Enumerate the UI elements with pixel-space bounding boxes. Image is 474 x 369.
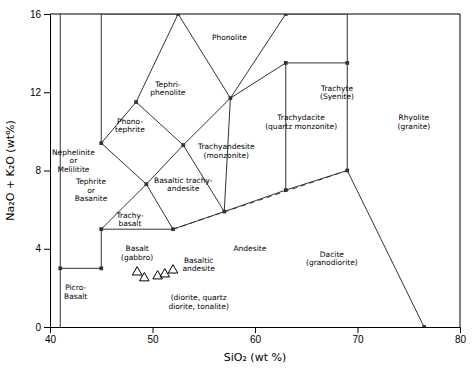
- tick: 50: [147, 327, 159, 345]
- tick: 70: [352, 327, 364, 345]
- node: [284, 61, 288, 65]
- tick: 16: [30, 9, 50, 20]
- data-point: [168, 265, 178, 273]
- node: [144, 182, 148, 186]
- node: [222, 210, 226, 214]
- tick: 12: [30, 87, 50, 98]
- boundary: [101, 14, 178, 15]
- tick-label: 70: [352, 334, 364, 345]
- annotation: Trachyandesite(monzonite): [197, 142, 255, 160]
- boundary: [60, 268, 61, 327]
- tick: 60: [250, 327, 262, 345]
- data-point: [139, 273, 149, 281]
- chart: 40 50 60 70 80 0 4 8 12 16 Phonolite Tephri-phenoli…: [0, 0, 474, 369]
- node: [58, 266, 62, 270]
- node: [345, 169, 349, 173]
- marks: [58, 14, 426, 327]
- annotation: Rhyolite(granite): [398, 113, 431, 131]
- annotation: Phonolite: [212, 33, 247, 42]
- node: [422, 325, 426, 327]
- tick-label: 60: [250, 334, 262, 345]
- tick: 8: [35, 165, 50, 176]
- annotation: Picro-Basalt: [64, 283, 87, 301]
- tick-mark: [460, 327, 461, 333]
- boundary: [101, 143, 146, 184]
- annotation: Basalt(gabbro): [121, 244, 153, 262]
- data-point: [132, 267, 142, 275]
- y-axis: 0 4 8 12 16: [30, 9, 51, 333]
- tick-label: 8: [35, 165, 41, 176]
- boundary: [60, 14, 61, 268]
- node: [99, 227, 103, 231]
- boundary: [347, 14, 348, 63]
- node: [181, 143, 185, 147]
- tick-label: 12: [30, 87, 42, 98]
- boundary: [347, 171, 424, 328]
- tick-label: 80: [455, 334, 467, 345]
- tick-label: 16: [30, 9, 42, 20]
- boundary: [136, 102, 183, 145]
- boundary: [101, 229, 173, 230]
- node: [134, 100, 138, 104]
- boundary: [101, 229, 102, 268]
- frame: [460, 14, 461, 327]
- tick-label: 0: [35, 322, 41, 333]
- axis-line: [44, 15, 51, 328]
- axis-line: [51, 328, 461, 334]
- annotation: Tephri-phenolite: [150, 80, 186, 98]
- tick-mark: [44, 171, 50, 172]
- node: [284, 188, 288, 192]
- annotation: Basaltic trachy-andesite: [154, 176, 213, 194]
- node: [99, 141, 103, 145]
- frame: [50, 14, 460, 15]
- x-axis: 40 50 60 70 80: [45, 327, 467, 345]
- boundary: [286, 62, 348, 63]
- node: [99, 266, 103, 270]
- tick-label: 40: [45, 334, 57, 345]
- tick-label: 50: [147, 334, 159, 345]
- boundary: [101, 14, 102, 143]
- tick-mark: [44, 327, 50, 328]
- node: [284, 14, 288, 16]
- node: [176, 14, 180, 16]
- boundary: [178, 14, 230, 98]
- tick-label: 4: [35, 243, 41, 254]
- tick-mark: [44, 249, 50, 250]
- tick: 40: [45, 327, 57, 345]
- annotation: Trachy-basalt: [115, 211, 143, 229]
- node: [345, 61, 349, 65]
- x-axis-title: SiO₂ (wt %): [224, 351, 286, 364]
- boundary: [230, 14, 285, 98]
- annotations: Phonolite Tephri-phenolite Phono-tephrite T…: [52, 33, 430, 310]
- boundary: [286, 14, 348, 15]
- annotation: Phono-tephrite: [115, 117, 145, 135]
- annotation: Basalticandesite: [182, 256, 215, 274]
- node: [171, 227, 175, 231]
- boundary: [347, 63, 348, 171]
- tick-mark: [358, 327, 359, 333]
- annotation: NepheliniteorMelilitite: [52, 148, 95, 174]
- boundary: [60, 268, 101, 269]
- tick-mark: [44, 92, 50, 93]
- boundary: [101, 184, 146, 229]
- tick: 80: [455, 327, 467, 345]
- annotation: Andesite: [233, 244, 266, 253]
- tick-mark: [44, 14, 50, 15]
- annotation: TephriteorBasanite: [75, 177, 108, 203]
- tick: 4: [35, 243, 50, 254]
- plot: 40 50 60 70 80 0 4 8 12 16 Phonolite Tephri-phenoli…: [30, 9, 467, 345]
- y-axis-title: Na₂O + K₂O (wt%): [4, 120, 17, 220]
- tick-mark: [153, 327, 154, 333]
- annotation: Trachydacite(quartz monzonite): [265, 113, 337, 131]
- boundary: [183, 98, 230, 145]
- boundary: [230, 63, 285, 98]
- annotation: Trachyte(Syenite): [320, 84, 354, 102]
- tick: 0: [35, 322, 50, 333]
- annotation: (diorite, quartzdiorite, tonalite): [168, 293, 229, 311]
- node: [229, 96, 233, 100]
- annotation: Dacite(granodiorite): [306, 250, 358, 268]
- tick-mark: [255, 327, 256, 333]
